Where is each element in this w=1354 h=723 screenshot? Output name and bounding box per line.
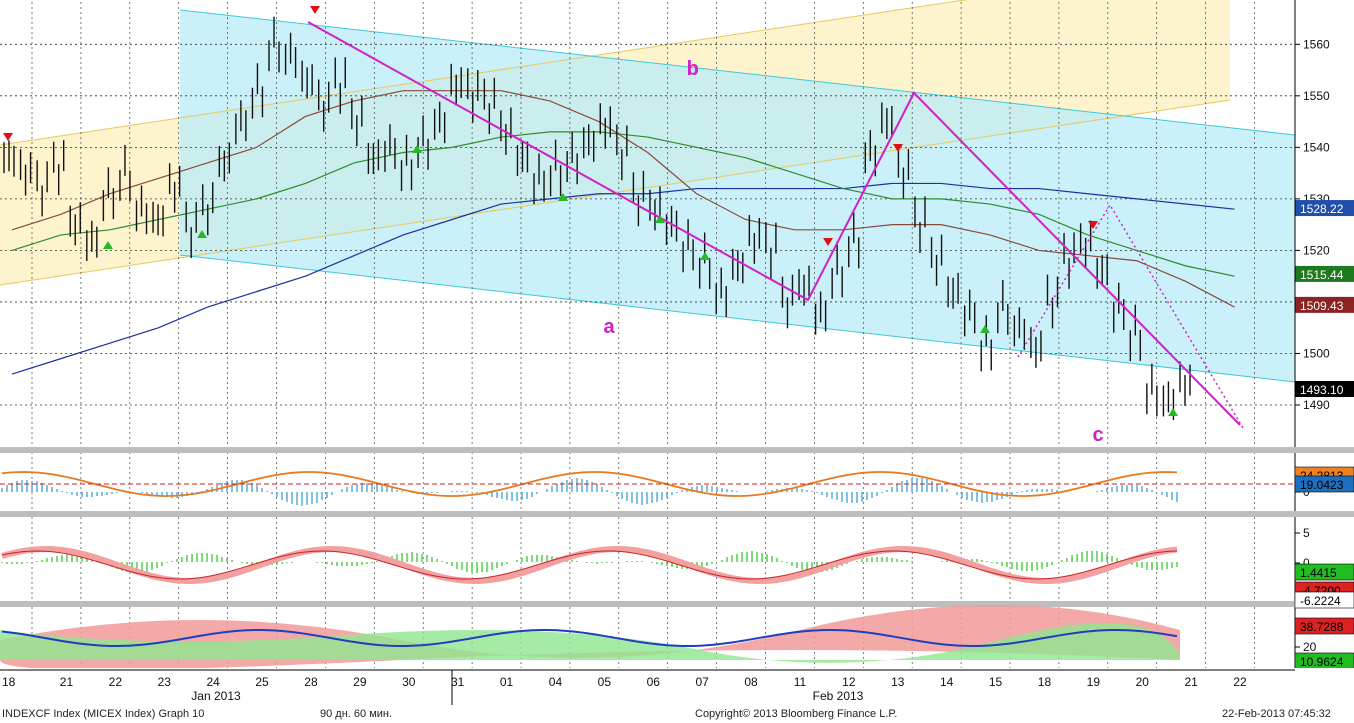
wave-label: c: [1092, 424, 1103, 446]
wave-projection-line: [1017, 203, 1244, 429]
panel-badge-label: 1.4415: [1300, 566, 1337, 580]
month-label-feb: Feb 2013: [813, 689, 864, 703]
panel-separator: [0, 511, 1354, 517]
x-tick-label: 19: [1087, 675, 1101, 689]
footer-period: 90 дн. 60 мин.: [320, 708, 393, 720]
y-tick-label: 1550: [1303, 89, 1330, 103]
panel-separator: [0, 601, 1354, 607]
sell-signal-marker: [3, 133, 13, 141]
panel-badge-label: 38.7288: [1300, 620, 1344, 634]
x-tick-label: 24: [206, 675, 220, 689]
panel-badge: [1294, 563, 1354, 581]
buy-signal-marker: [558, 193, 568, 201]
x-tick-label: 21: [60, 675, 74, 689]
price-badge: [1295, 296, 1354, 313]
price-badge-label: 1528.22: [1300, 202, 1344, 216]
wave-line: [307, 21, 1241, 426]
footer-index-name: INDEXCF Index (MICEX Index) Graph 10: [2, 708, 205, 720]
wave-label: b: [687, 58, 699, 80]
panel-badge-label: -6.2224: [1300, 594, 1341, 608]
channel-line: [0, 0, 968, 146]
channel-line: [179, 9, 1296, 136]
wave-label: a: [603, 316, 615, 338]
panel-tick-label: 0: [1303, 556, 1310, 570]
x-tick-label: 07: [695, 675, 709, 689]
y-tick-label: 1520: [1303, 243, 1330, 257]
panel-badge-label: 19.0423: [1300, 478, 1344, 492]
x-tick-label: 21: [1184, 675, 1198, 689]
x-tick-label: 15: [989, 675, 1003, 689]
falling-channel-fill: [180, 10, 1295, 382]
buy-signal-marker: [655, 215, 665, 223]
x-tick-label: 05: [598, 675, 612, 689]
panel-tick-label: 20: [1303, 640, 1317, 654]
x-tick-label: 18: [1038, 675, 1052, 689]
footer-date: 22-Feb-2013 07:45:32: [1222, 708, 1331, 720]
y-tick-label: 1490: [1303, 398, 1330, 412]
price-badge-label: 1493.10: [1300, 383, 1344, 397]
x-tick-label: 08: [744, 675, 758, 689]
buy-signal-marker: [1168, 408, 1178, 416]
y-tick-label: 1540: [1303, 140, 1330, 154]
buy-signal-marker: [700, 252, 710, 260]
y-tick-label: 1500: [1303, 346, 1330, 360]
sell-signal-marker: [1088, 221, 1098, 229]
x-tick-label: 11: [794, 675, 807, 689]
sell-signal-marker: [310, 6, 320, 14]
channel-line: [179, 254, 1296, 383]
price-badge: [1295, 200, 1354, 217]
price-badge: [1295, 381, 1354, 398]
sell-signal-marker: [893, 144, 903, 152]
price-badge-label: 1509.43: [1300, 299, 1344, 313]
x-tick-label: 31: [451, 675, 465, 689]
y-tick-label: 1560: [1303, 37, 1330, 51]
panel-separator: [0, 447, 1354, 453]
x-tick-label: 20: [1136, 675, 1150, 689]
x-tick-label: 04: [549, 675, 563, 689]
panel-badge: [1294, 591, 1354, 609]
buy-signal-marker: [197, 230, 207, 238]
x-tick-label: 18: [2, 675, 16, 689]
x-tick-label: 01: [500, 675, 514, 689]
panel-badge-label: 10.9624: [1300, 655, 1344, 669]
oscillator-area: [0, 623, 1180, 663]
price-badge-label: 1515.44: [1300, 268, 1344, 282]
buy-signal-marker: [980, 325, 990, 333]
x-tick-label: 22: [1233, 675, 1247, 689]
x-tick-label: 13: [891, 675, 905, 689]
chart-footer: INDEXCF Index (MICEX Index) Graph 10 90 …: [0, 705, 1354, 723]
moving-average-line: [11, 90, 1235, 308]
oscillator-line: [1, 471, 1178, 497]
panel-badge: [1294, 475, 1354, 493]
price-chart: 14901500151015201530154015501560abc1528.…: [0, 0, 1354, 705]
x-tick-label: 23: [158, 675, 172, 689]
moving-average-line: [11, 182, 1235, 375]
x-tick-label: 25: [255, 675, 269, 689]
x-tick-label: 06: [647, 675, 661, 689]
x-tick-label: 30: [402, 675, 416, 689]
x-tick-label: 14: [940, 675, 954, 689]
price-badge: [1295, 265, 1354, 282]
x-axis-area: [0, 668, 1354, 705]
buy-signal-marker: [103, 241, 113, 249]
x-tick-label: 22: [109, 675, 123, 689]
footer-copyright: Copyright© 2013 Bloomberg Finance L.P.: [695, 708, 898, 720]
x-tick-label: 29: [353, 675, 367, 689]
sell-signal-marker: [823, 238, 833, 246]
oscillator-line: [1, 629, 1178, 647]
panel-badge: [1294, 617, 1354, 635]
x-tick-label: 12: [842, 675, 856, 689]
oscillator-line: [1, 550, 1178, 580]
buy-signal-marker: [412, 145, 422, 153]
panel-tick-label: 5: [1303, 526, 1310, 540]
x-tick-label: 28: [304, 675, 318, 689]
month-label-jan: Jan 2013: [191, 689, 241, 703]
